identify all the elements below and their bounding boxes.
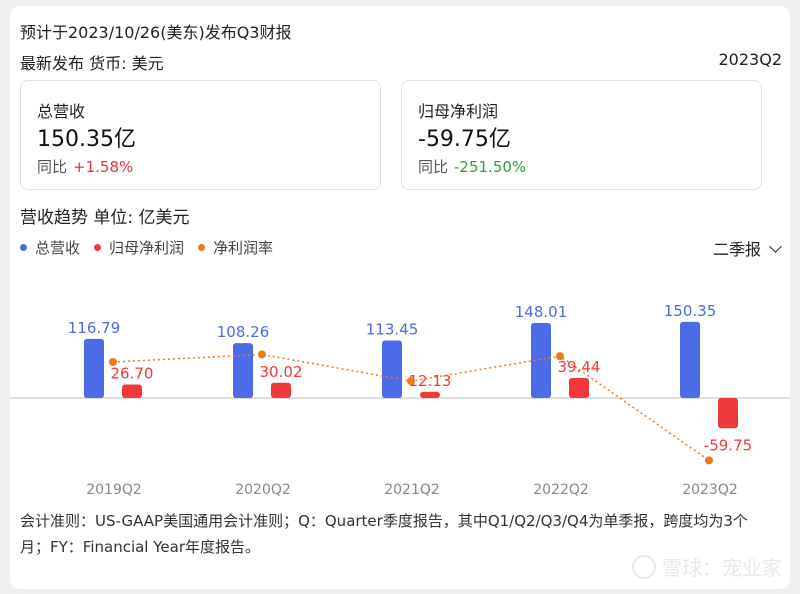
revenue-bar bbox=[531, 323, 551, 398]
legend-item-revenue[interactable]: 总营收 bbox=[20, 237, 80, 258]
legend-dot-icon bbox=[198, 244, 206, 251]
legend-dot-icon bbox=[94, 244, 102, 251]
net-margin-point bbox=[407, 377, 415, 386]
accounting-footnote: 会计准则：US-GAAP美国通用会计准则；Q：Quarter季度报告，其中Q1/… bbox=[20, 512, 748, 556]
legend-item-net-profit[interactable]: 归母净利润 bbox=[94, 237, 184, 258]
net-profit-bar bbox=[718, 398, 738, 429]
x-tick-label: 2022Q2 bbox=[533, 482, 589, 498]
trend-title: 营收趋势 单位: 亿美元 bbox=[20, 208, 190, 228]
legend-label: 归母净利润 bbox=[109, 239, 185, 257]
x-tick-label: 2020Q2 bbox=[235, 482, 291, 498]
revenue-label: 总营收 bbox=[37, 102, 86, 121]
net-profit-bar bbox=[122, 384, 142, 398]
watermark-logo-icon bbox=[632, 554, 656, 579]
net-profit-yoy: 同比 -251.50% bbox=[418, 156, 526, 177]
revenue-trend-chart: 116.79 26.70 2019Q2 108.26 30.02 2020Q2 113.45… bbox=[10, 302, 790, 498]
revenue-data-label: 116.79 bbox=[68, 319, 121, 337]
net-margin-point bbox=[556, 352, 564, 361]
legend-dot-icon bbox=[20, 244, 27, 251]
net-profit-metric-card[interactable]: 归母净利润 -59.75亿 同比 -251.50% bbox=[401, 80, 762, 190]
net-profit-bar bbox=[271, 382, 291, 398]
net-margin-line bbox=[112, 353, 710, 462]
revenue-data-label: 108.26 bbox=[217, 323, 270, 341]
net-profit-yoy-value: -251.50% bbox=[454, 158, 527, 176]
revenue-metric-card[interactable]: 总营收 150.35亿 同比 +1.58% bbox=[20, 80, 381, 190]
revenue-bar bbox=[680, 321, 700, 398]
net-profit-data-label: -59.75 bbox=[704, 436, 752, 454]
report-period-value: 二季报 bbox=[712, 240, 761, 259]
net-profit-data-label: 30.02 bbox=[260, 363, 303, 381]
report-period-dropdown[interactable]: 二季报 bbox=[712, 236, 782, 260]
legend-item-net-margin[interactable]: 净利润率 bbox=[198, 237, 273, 258]
net-profit-data-label: 39.44 bbox=[558, 358, 601, 376]
net-profit-bar bbox=[569, 378, 589, 398]
revenue-bar bbox=[233, 343, 253, 398]
latest-release-label: 最新发布 货币: 美元 bbox=[20, 54, 164, 73]
chevron-down-icon bbox=[769, 239, 782, 253]
net-profit-label: 归母净利润 bbox=[418, 102, 499, 121]
net-profit-value: -59.75亿 bbox=[418, 127, 511, 152]
period-label: 2023Q2 bbox=[718, 50, 783, 69]
legend-label: 总营收 bbox=[35, 239, 81, 257]
revenue-bar bbox=[84, 338, 104, 398]
x-tick-label: 2019Q2 bbox=[86, 482, 142, 498]
net-margin-point bbox=[705, 456, 713, 465]
legend-label: 净利润率 bbox=[213, 239, 274, 257]
x-tick-label: 2023Q2 bbox=[682, 482, 738, 498]
net-margin-point bbox=[258, 350, 266, 359]
yoy-label: 同比 bbox=[418, 158, 449, 176]
revenue-bar bbox=[382, 340, 402, 398]
revenue-data-label: 113.45 bbox=[366, 321, 419, 339]
watermark-text: 雪球：宠业家 bbox=[662, 556, 782, 580]
net-margin-point bbox=[109, 357, 117, 366]
chart-legend: 总营收 归母净利润 净利润率 bbox=[20, 237, 273, 258]
revenue-value: 150.35亿 bbox=[37, 127, 136, 152]
net-profit-data-label: 26.70 bbox=[111, 364, 154, 382]
revenue-yoy: 同比 +1.58% bbox=[37, 156, 133, 177]
revenue-data-label: 150.35 bbox=[664, 302, 717, 320]
forecast-text: 预计于2023/10/26(美东)发布Q3财报 bbox=[20, 23, 292, 42]
net-profit-bar bbox=[420, 391, 440, 398]
revenue-data-label: 148.01 bbox=[515, 303, 568, 321]
x-tick-label: 2021Q2 bbox=[384, 482, 440, 498]
revenue-yoy-value: +1.58% bbox=[73, 158, 134, 176]
watermark: 雪球：宠业家 bbox=[632, 552, 782, 581]
finance-card bbox=[10, 6, 790, 589]
yoy-label: 同比 bbox=[37, 158, 68, 176]
